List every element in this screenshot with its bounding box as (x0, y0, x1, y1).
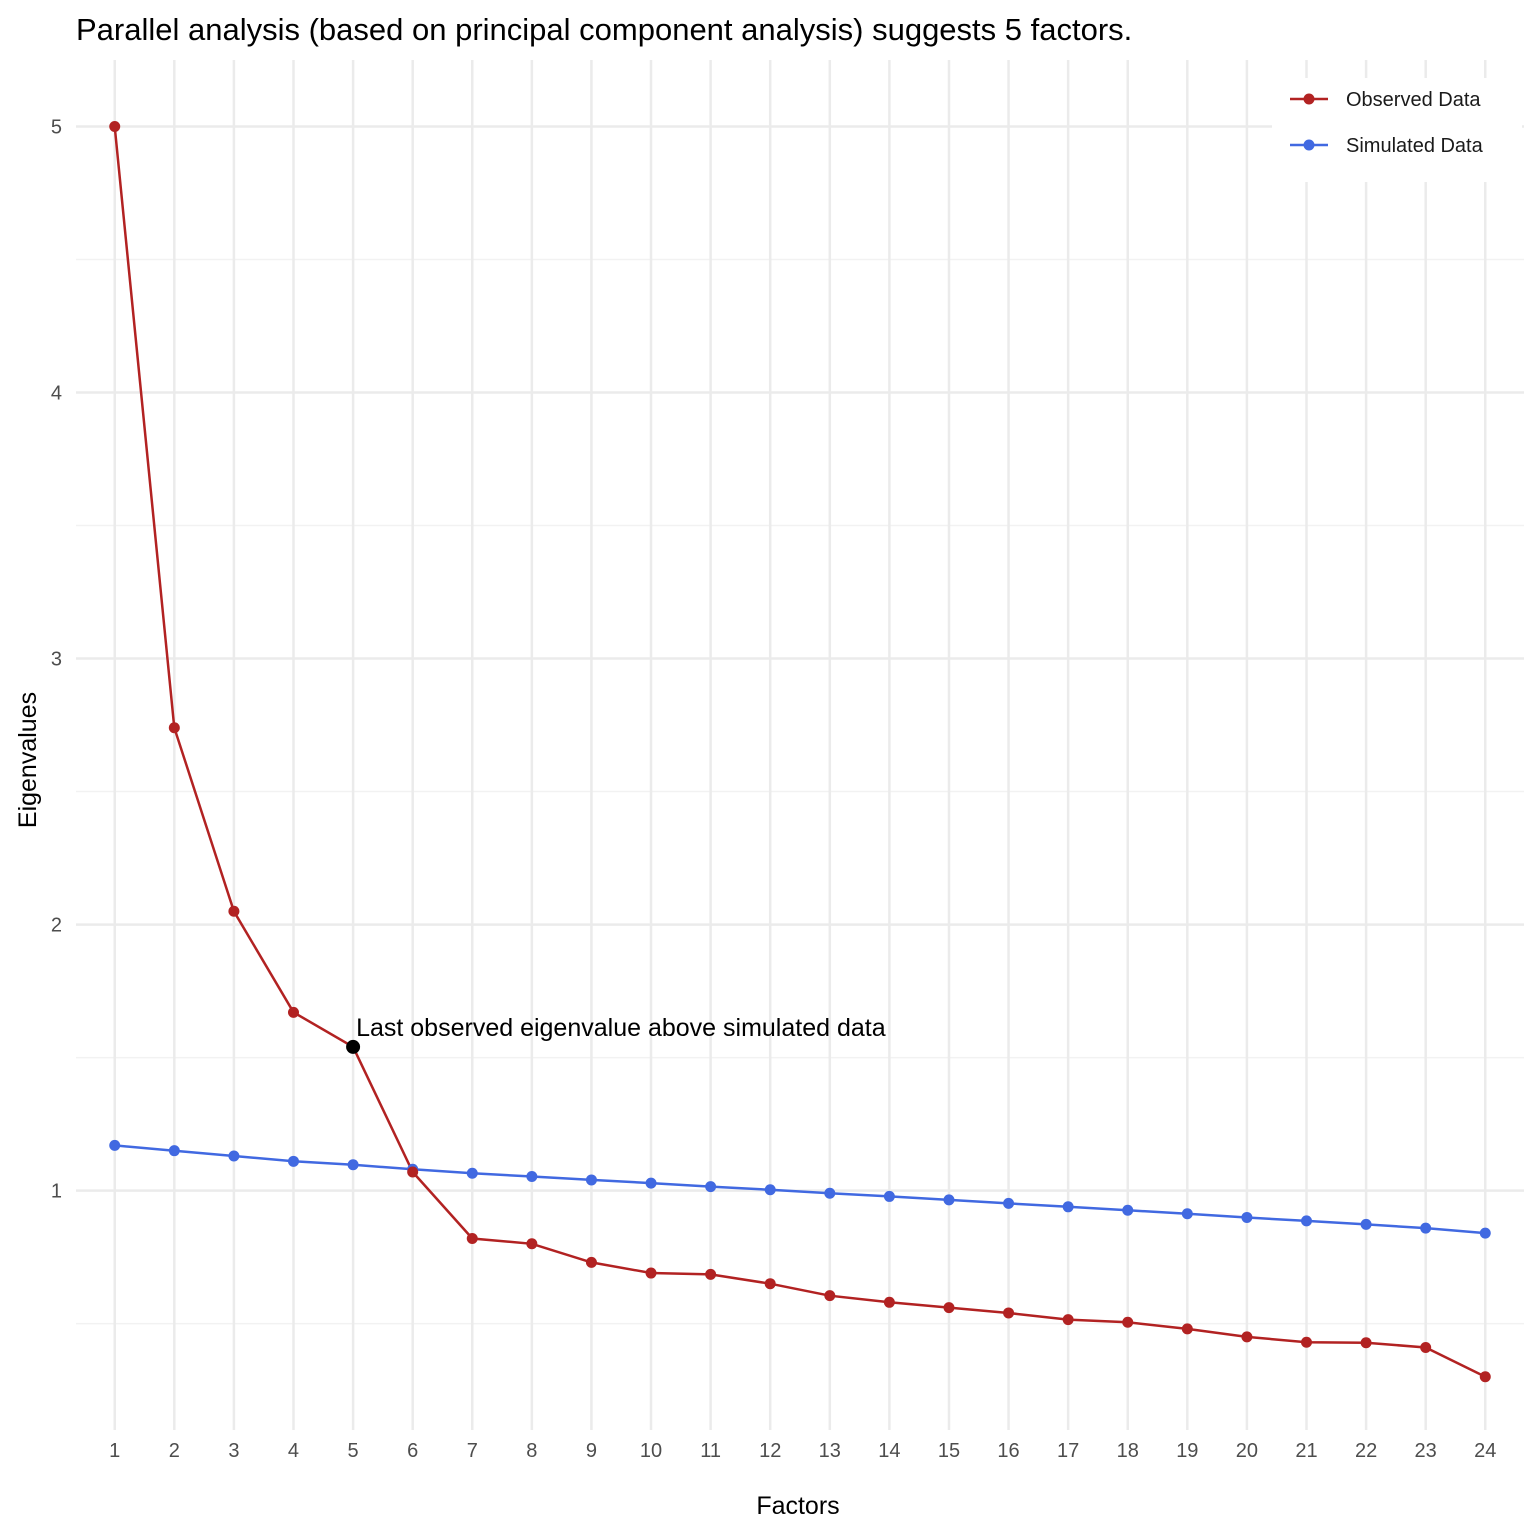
highlight-label: Last observed eigenvalue above simulated… (356, 1014, 886, 1042)
x-tick-label: 20 (1236, 1440, 1258, 1462)
series-line (113, 126, 1486, 1378)
x-tick-label: 2 (169, 1440, 180, 1462)
y-axis-ticks: 1 2 3 4 5 (51, 117, 62, 1203)
series-lines (113, 126, 1486, 1378)
legend-label: Observed Data (1346, 89, 1481, 111)
y-tick-label: 3 (51, 649, 62, 671)
x-axis-ticks: 1 2 3 4 5 6 7 8 9 10 11 12 13 14 15 16 17 18 19 20 21 22 23 24 (109, 1440, 1496, 1462)
data-point (228, 905, 240, 917)
x-tick-label: 6 (407, 1440, 418, 1462)
data-point (1241, 1331, 1253, 1343)
data-point (1062, 1314, 1074, 1326)
data-point (466, 1232, 478, 1244)
x-tick-label: 17 (1057, 1440, 1079, 1462)
data-point (109, 1139, 121, 1151)
data-point (943, 1302, 955, 1314)
data-point (168, 1145, 180, 1157)
x-tick-label: 8 (526, 1440, 537, 1462)
x-tick-label: 13 (819, 1440, 841, 1462)
chart-title: Parallel analysis (based on principal co… (76, 12, 1132, 47)
x-tick-label: 15 (938, 1440, 960, 1462)
y-tick-label: 1 (51, 1181, 62, 1203)
x-tick-label: 18 (1117, 1440, 1139, 1462)
data-point (168, 722, 180, 734)
data-point (1301, 1215, 1313, 1227)
data-point (466, 1167, 478, 1179)
data-point (883, 1296, 895, 1308)
y-tick-label: 5 (51, 117, 62, 139)
data-point (764, 1184, 776, 1196)
y-axis-title: Eigenvalues (14, 692, 42, 828)
data-point (287, 1155, 299, 1167)
data-point (645, 1177, 657, 1189)
x-tick-label: 16 (997, 1440, 1019, 1462)
highlight-point (346, 1039, 361, 1054)
x-tick-label: 1 (109, 1440, 120, 1462)
data-point (1479, 1227, 1491, 1239)
x-tick-label: 9 (586, 1440, 597, 1462)
x-tick-label: 22 (1355, 1440, 1377, 1462)
legend-label: Simulated Data (1346, 135, 1484, 157)
data-point (109, 121, 121, 133)
data-point (883, 1190, 895, 1202)
annotation: Last observed eigenvalue above simulated… (346, 1014, 886, 1054)
legend-background (1272, 78, 1522, 182)
x-tick-label: 19 (1176, 1440, 1198, 1462)
data-point (705, 1181, 717, 1193)
x-tick-label: 10 (640, 1440, 662, 1462)
data-point (1122, 1204, 1134, 1216)
x-tick-label: 5 (348, 1440, 359, 1462)
data-point (1360, 1218, 1372, 1230)
data-point (347, 1159, 359, 1171)
data-point (1360, 1337, 1372, 1349)
legend-key-point (1303, 139, 1315, 151)
x-tick-label: 7 (467, 1440, 478, 1462)
x-tick-label: 23 (1415, 1440, 1437, 1462)
x-tick-label: 3 (228, 1440, 239, 1462)
data-point (407, 1166, 419, 1178)
data-point (1420, 1342, 1432, 1354)
data-point (585, 1174, 597, 1186)
x-tick-label: 14 (878, 1440, 900, 1462)
x-tick-label: 21 (1295, 1440, 1317, 1462)
data-point (1301, 1336, 1313, 1348)
x-tick-label: 11 (700, 1440, 721, 1462)
data-point (1181, 1323, 1193, 1335)
data-point (705, 1268, 717, 1280)
data-point (824, 1290, 836, 1302)
data-point (287, 1006, 299, 1018)
data-point (1479, 1371, 1491, 1383)
series-line (114, 1144, 1486, 1235)
x-tick-label: 24 (1474, 1440, 1496, 1462)
data-point (764, 1278, 776, 1290)
data-point (526, 1238, 538, 1250)
data-point (824, 1187, 836, 1199)
x-tick-label: 4 (288, 1440, 299, 1462)
data-point (943, 1194, 955, 1206)
x-axis-title: Factors (756, 1492, 839, 1520)
legend-key-point (1303, 93, 1315, 105)
legend: Observed Data Simulated Data (1272, 78, 1522, 182)
data-point (1003, 1197, 1015, 1209)
data-point (1062, 1201, 1074, 1213)
grid (76, 60, 1524, 1430)
y-tick-label: 4 (51, 383, 62, 405)
data-point (526, 1170, 538, 1182)
data-point (1122, 1316, 1134, 1328)
series-points (109, 121, 1491, 1383)
y-tick-label: 2 (51, 915, 62, 937)
data-point (585, 1256, 597, 1268)
data-point (1003, 1307, 1015, 1319)
data-point (228, 1150, 240, 1162)
data-point (645, 1267, 657, 1279)
x-tick-label: 12 (759, 1440, 781, 1462)
data-point (1241, 1211, 1253, 1223)
data-point (1420, 1222, 1432, 1234)
data-point (1181, 1208, 1193, 1220)
